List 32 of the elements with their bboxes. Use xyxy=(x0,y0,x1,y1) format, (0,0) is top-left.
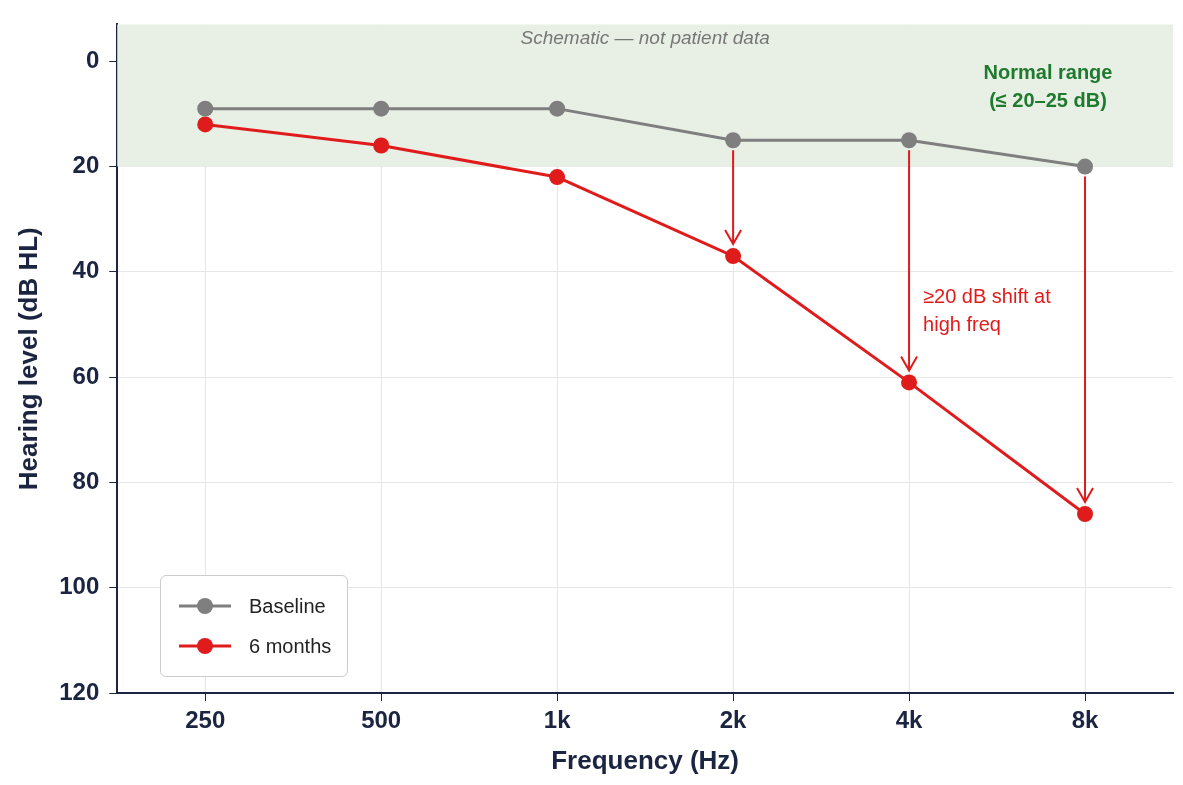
point xyxy=(725,132,742,149)
x-tick-label: 1k xyxy=(543,706,572,734)
point xyxy=(373,137,390,154)
point xyxy=(197,116,214,133)
y-tick-label: 20 xyxy=(72,151,100,179)
x-tick-label: 250 xyxy=(185,706,226,734)
y-tick-label: 0 xyxy=(85,45,100,73)
point xyxy=(1077,506,1094,523)
point xyxy=(549,169,566,186)
point xyxy=(901,374,918,391)
x-axis-title: Frequency (Hz) xyxy=(551,744,740,775)
point xyxy=(1077,158,1094,175)
y-tick-label: 120 xyxy=(59,677,100,705)
y-axis-title: Hearing level (dB HL) xyxy=(12,227,43,491)
point xyxy=(901,132,918,149)
point xyxy=(725,248,742,265)
point xyxy=(373,100,390,117)
point xyxy=(197,100,214,117)
x-tick-label: 8k xyxy=(1071,706,1100,734)
point xyxy=(549,100,566,117)
annotation: Schematic — not patient data xyxy=(520,27,770,49)
y-tick-label: 60 xyxy=(72,361,100,389)
y-tick-label: 100 xyxy=(59,572,100,600)
annotation: ≥20 dB shift at high freq xyxy=(923,285,1052,336)
y-tick-label: 80 xyxy=(72,467,100,495)
legend-label: 6 months xyxy=(249,634,332,658)
band-label: Normal range (≤ 20–25 dB) xyxy=(983,61,1113,112)
legend-label: Baseline xyxy=(249,594,326,618)
x-tick-label: 2k xyxy=(719,706,748,734)
x-tick-label: 500 xyxy=(361,706,402,734)
x-tick-label: 4k xyxy=(895,706,924,734)
y-tick-label: 40 xyxy=(72,256,100,284)
